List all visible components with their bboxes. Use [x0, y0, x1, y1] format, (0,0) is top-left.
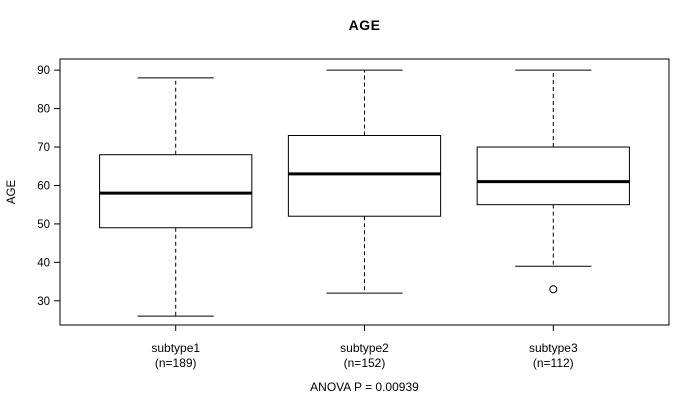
chart-title: AGE — [348, 17, 381, 33]
y-axis-tick-label: 70 — [37, 142, 50, 154]
y-axis-tick-label: 80 — [37, 104, 50, 116]
y-axis-title: AGE — [6, 180, 18, 205]
group-count-label: (n=152) — [344, 356, 386, 370]
group-label: subtype1 — [151, 341, 200, 355]
group-count-label: (n=189) — [155, 356, 197, 370]
y-axis-tick-label: 60 — [37, 180, 50, 192]
anova-p-note: ANOVA P = 0.00939 — [310, 380, 419, 394]
outlier-point — [549, 285, 558, 294]
iqr-box — [287, 134, 442, 217]
iqr-box — [99, 154, 253, 229]
group-count-label: (n=112) — [533, 356, 574, 370]
iqr-box — [476, 146, 630, 206]
y-axis-tick-label: 50 — [37, 219, 50, 231]
group-label: subtype3 — [529, 341, 578, 355]
y-axis-tick-label: 30 — [37, 296, 50, 308]
y-axis-tick-label: 40 — [37, 257, 50, 269]
y-axis-tick-label: 90 — [37, 65, 50, 77]
group-label: subtype2 — [340, 341, 389, 355]
